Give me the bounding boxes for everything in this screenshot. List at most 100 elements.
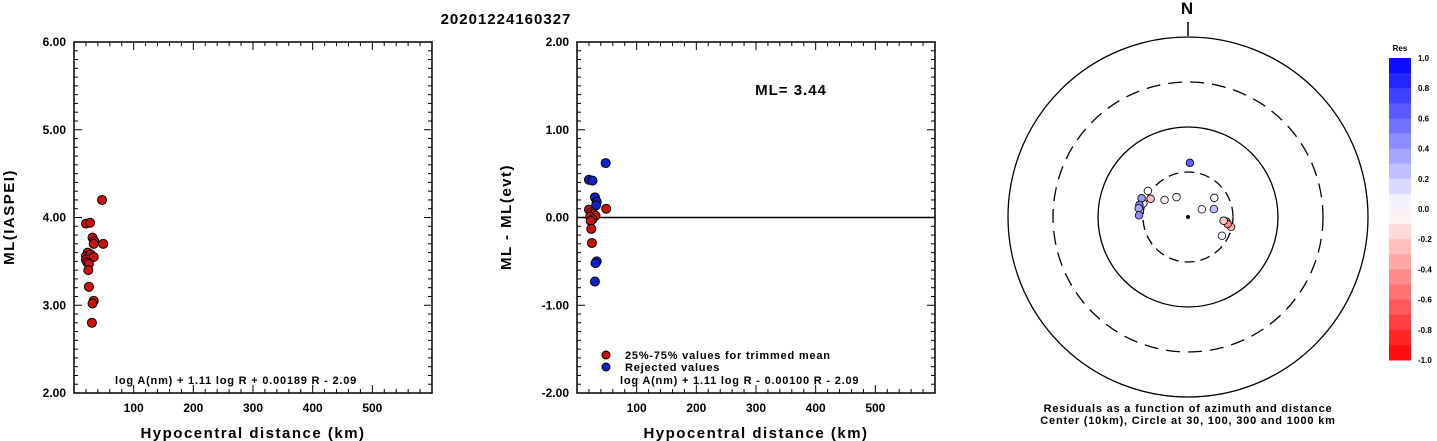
x-tick-label: 300 bbox=[746, 401, 766, 415]
ml-annotation: ML= 3.44 bbox=[755, 82, 827, 99]
map-caption-line2: Center (10km), Circle at 30, 100, 300 an… bbox=[1040, 415, 1335, 427]
y-tick-label: 6.00 bbox=[43, 35, 67, 49]
colorbar-segment bbox=[1389, 88, 1411, 104]
colorbar-tick-label: 0.6 bbox=[1418, 114, 1430, 123]
station-marker bbox=[1146, 194, 1155, 203]
residual-vs-distance-chart: Hypocentral distance (km) ML - ML(evt) M… bbox=[498, 35, 936, 441]
data-point-rejected bbox=[591, 200, 602, 211]
colorbar-segment bbox=[1389, 103, 1411, 119]
y-tick-label: 4.00 bbox=[43, 211, 67, 225]
formula-note: log A(nm) + 1.11 log R - 0.00100 R - 2.0… bbox=[620, 375, 859, 387]
x-tick-label: 500 bbox=[865, 401, 885, 415]
colorbar-segment bbox=[1389, 193, 1411, 210]
x-axis-label: Hypocentral distance (km) bbox=[643, 425, 868, 441]
colorbar-segment bbox=[1389, 118, 1411, 134]
plot-frame bbox=[73, 41, 433, 394]
colorbar-tick-label: 0.8 bbox=[1418, 84, 1430, 93]
colorbar-segment bbox=[1389, 269, 1411, 285]
data-point-rejected bbox=[587, 175, 598, 186]
colorbar-segment bbox=[1389, 58, 1411, 74]
station-marker bbox=[1185, 158, 1195, 168]
ring-100km bbox=[1097, 126, 1279, 308]
legend-marker-used bbox=[601, 350, 611, 360]
station-marker bbox=[1209, 204, 1219, 214]
azimuth-distance-map: N Residuals as a function of azimuth and… bbox=[1007, 0, 1369, 427]
station-marker bbox=[1219, 216, 1228, 225]
data-point bbox=[86, 317, 97, 328]
y-tick-label: 2.00 bbox=[546, 35, 570, 49]
residual-colorbar: Res 1.0 0.8 0.6 0.4 0.2 0.0 -0.2 -0.4 -0.6 -0.8 -1… bbox=[1389, 44, 1432, 365]
y-tick-label: -2.00 bbox=[542, 386, 570, 400]
colorbar-segment bbox=[1389, 284, 1411, 301]
x-tick-label: 300 bbox=[243, 401, 263, 415]
colorbar-tick-label: 0.0 bbox=[1418, 205, 1430, 214]
colorbar-segment bbox=[1389, 314, 1411, 331]
colorbar-tick-label: 1.0 bbox=[1418, 54, 1430, 63]
data-point bbox=[83, 281, 94, 292]
colorbar-segment bbox=[1389, 254, 1411, 270]
station-marker bbox=[1210, 193, 1219, 203]
x-tick-label: 200 bbox=[183, 401, 203, 415]
x-axis-label: Hypocentral distance (km) bbox=[140, 425, 365, 441]
data-point-rejected bbox=[600, 158, 611, 169]
y-tick-label: -1.00 bbox=[542, 298, 570, 312]
ring-300km bbox=[1052, 81, 1324, 353]
y-tick-label: 1.00 bbox=[546, 123, 570, 137]
ring-1000km bbox=[1007, 36, 1369, 398]
y-tick-label: 0.00 bbox=[546, 211, 570, 225]
ring-30km bbox=[1142, 171, 1234, 263]
y-tick-label: 5.00 bbox=[43, 123, 67, 137]
colorbar-segment bbox=[1389, 148, 1411, 165]
figure-title: 20201224160327 bbox=[441, 11, 572, 28]
y-tick-label: 3.00 bbox=[43, 298, 67, 312]
data-point bbox=[87, 298, 98, 309]
data-point bbox=[98, 238, 109, 249]
colorbar-tick-label: -0.4 bbox=[1418, 265, 1432, 274]
colorbar-segment bbox=[1389, 209, 1411, 225]
y-axis-label: ML(IASPEI) bbox=[1, 169, 18, 265]
station-marker bbox=[1160, 195, 1169, 205]
data-point bbox=[85, 217, 96, 228]
map-caption-line1: Residuals as a function of azimuth and d… bbox=[1044, 403, 1333, 415]
epicenter-marker bbox=[1186, 215, 1190, 219]
colorbar-segment bbox=[1389, 299, 1411, 316]
x-tick-label: 200 bbox=[686, 401, 706, 415]
data-point-rejected bbox=[590, 258, 601, 269]
station-marker bbox=[1172, 192, 1181, 202]
data-point-rejected bbox=[589, 276, 600, 287]
colorbar-segment bbox=[1389, 344, 1411, 361]
formula-note: log A(nm) + 1.11 log R + 0.00189 R - 2.0… bbox=[115, 375, 357, 387]
x-tick-label: 100 bbox=[124, 401, 144, 415]
colorbar-segment bbox=[1389, 329, 1411, 346]
data-point-used bbox=[586, 223, 597, 234]
data-point-used bbox=[601, 203, 612, 214]
data-point-used bbox=[586, 237, 597, 248]
data-point bbox=[83, 265, 94, 276]
y-axis-label: ML - ML(evt) bbox=[498, 164, 515, 270]
station-marker bbox=[1134, 204, 1143, 213]
colorbar-title: Res bbox=[1393, 44, 1408, 53]
north-label: N bbox=[1181, 0, 1193, 18]
colorbar-tick-label: 0.4 bbox=[1418, 145, 1430, 154]
colorbar-segment bbox=[1389, 178, 1411, 195]
station-marker bbox=[1134, 211, 1144, 220]
colorbar-segment bbox=[1389, 224, 1411, 240]
colorbar-segment bbox=[1389, 133, 1411, 150]
colorbar-segment bbox=[1389, 73, 1411, 89]
colorbar-tick-label: -0.6 bbox=[1418, 296, 1432, 305]
x-tick-label: 400 bbox=[303, 401, 323, 415]
x-tick-label: 500 bbox=[362, 401, 382, 415]
station-markers bbox=[1134, 158, 1236, 241]
legend-marker-rejected bbox=[601, 362, 611, 372]
colorbar-tick-label: -0.8 bbox=[1418, 326, 1432, 335]
colorbar-segment bbox=[1389, 163, 1411, 180]
station-marker bbox=[1197, 205, 1207, 214]
colorbar-tick-label: 0.2 bbox=[1418, 175, 1430, 184]
y-tick-label: 2.00 bbox=[43, 386, 67, 400]
colorbar-tick-label: -1.0 bbox=[1418, 356, 1432, 365]
x-tick-label: 100 bbox=[627, 401, 647, 415]
legend-label-used: 25%-75% values for trimmed mean bbox=[625, 350, 831, 362]
station-marker bbox=[1143, 186, 1153, 196]
legend-label-rejected: Rejected values bbox=[625, 362, 720, 374]
